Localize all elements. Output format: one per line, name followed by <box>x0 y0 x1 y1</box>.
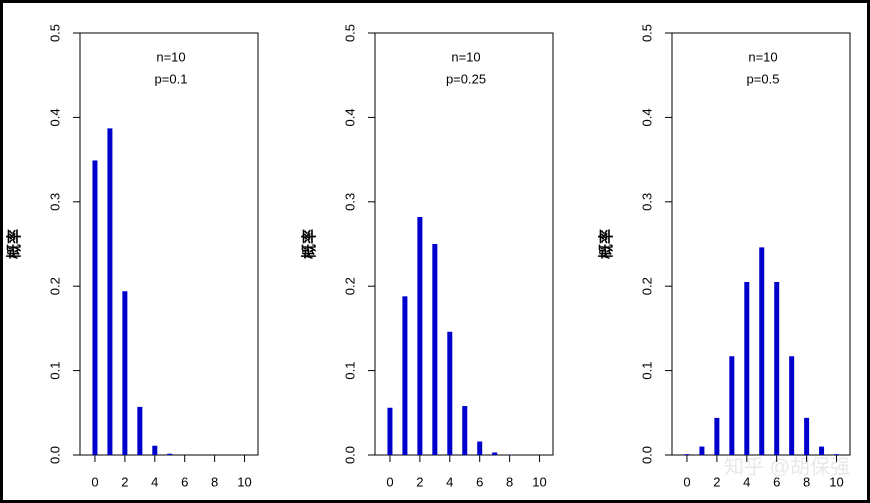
x-tick-label: 0 <box>683 474 690 489</box>
y-tick-label: 0.1 <box>639 362 654 380</box>
annotation: p=0.5 <box>747 71 780 86</box>
y-tick-label: 0.1 <box>47 362 62 380</box>
y-tick-label: 0.4 <box>639 108 654 126</box>
x-tick-label: 6 <box>476 474 483 489</box>
y-axis-label: 概率 <box>5 229 23 259</box>
y-tick-label: 0.2 <box>342 277 357 295</box>
bar <box>477 441 483 455</box>
bar <box>819 446 825 455</box>
y-tick-label: 0.3 <box>342 193 357 211</box>
y-tick-label: 0.3 <box>47 193 62 211</box>
y-tick-label: 0.0 <box>639 446 654 464</box>
bar <box>387 407 393 455</box>
y-axis-label: 概率 <box>597 229 615 259</box>
y-axis-label: 概率 <box>300 229 318 259</box>
bar <box>759 247 765 455</box>
x-tick-label: 4 <box>446 474 453 489</box>
y-tick-label: 0.2 <box>639 277 654 295</box>
bar <box>167 453 173 455</box>
annotation: n=10 <box>451 49 480 64</box>
x-tick-label: 8 <box>506 474 513 489</box>
bar <box>92 160 98 455</box>
bar <box>804 417 810 455</box>
x-tick-label: 2 <box>121 474 128 489</box>
x-tick-label: 0 <box>91 474 98 489</box>
x-tick-label: 6 <box>181 474 188 489</box>
bar <box>684 454 690 455</box>
watermark: 知乎 @胡保强 <box>724 455 850 478</box>
y-tick-label: 0.2 <box>47 277 62 295</box>
bar <box>714 417 720 455</box>
bar <box>432 244 438 455</box>
bar <box>122 291 128 455</box>
bar <box>107 128 113 455</box>
bar <box>729 356 735 455</box>
bar <box>699 446 705 455</box>
y-tick-label: 0.5 <box>47 24 62 42</box>
annotation: p=0.1 <box>155 71 188 86</box>
y-tick-label: 0.3 <box>639 193 654 211</box>
x-tick-label: 8 <box>211 474 218 489</box>
y-tick-label: 0.4 <box>47 108 62 126</box>
annotation: p=0.25 <box>446 71 486 86</box>
bar <box>462 406 468 455</box>
bar <box>137 406 143 455</box>
x-tick-label: 4 <box>151 474 158 489</box>
bar <box>834 454 840 455</box>
x-tick-label: 10 <box>829 474 843 489</box>
x-tick-label: 10 <box>237 474 251 489</box>
bar <box>402 296 408 455</box>
bar <box>774 281 780 455</box>
x-tick-label: 10 <box>532 474 546 489</box>
y-tick-label: 0.1 <box>342 362 357 380</box>
x-tick-label: 8 <box>803 474 810 489</box>
bar <box>789 356 795 455</box>
bar <box>447 331 453 455</box>
x-tick-label: 6 <box>773 474 780 489</box>
y-tick-label: 0.4 <box>342 108 357 126</box>
y-tick-label: 0.0 <box>47 446 62 464</box>
x-tick-label: 0 <box>386 474 393 489</box>
annotation: n=10 <box>156 49 185 64</box>
x-tick-label: 2 <box>416 474 423 489</box>
y-tick-label: 0.0 <box>342 446 357 464</box>
y-tick-label: 0.5 <box>639 24 654 42</box>
x-tick-label: 2 <box>713 474 720 489</box>
y-tick-label: 0.5 <box>342 24 357 42</box>
bar <box>744 281 750 455</box>
x-tick-label: 4 <box>743 474 750 489</box>
bar <box>152 445 158 455</box>
bar <box>492 452 498 455</box>
bar <box>417 216 423 455</box>
annotation: n=10 <box>748 49 777 64</box>
